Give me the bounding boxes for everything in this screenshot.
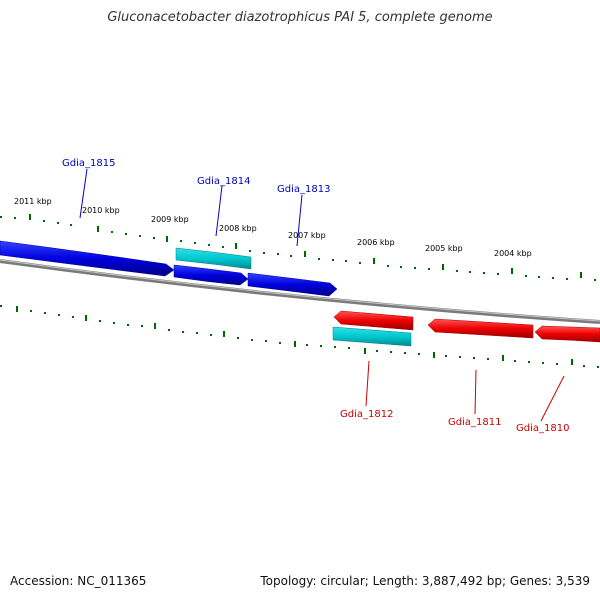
kbp-label: 2007 kbp (288, 231, 326, 240)
major-tick (223, 331, 225, 337)
kbp-label: 2008 kbp (219, 224, 257, 233)
leader-line-gdia-1815 (79, 168, 88, 219)
major-tick (304, 251, 306, 257)
kbp-label: 2010 kbp (82, 206, 120, 215)
major-tick (294, 341, 296, 347)
gene-label-gdia-1810[interactable]: Gdia_1810 (516, 423, 569, 434)
kbp-label: 2011 kbp (14, 197, 52, 206)
gene-label-gdia-1812[interactable]: Gdia_1812 (340, 409, 393, 420)
genome-backbone (0, 259, 600, 324)
accession-text: Accession: NC_011365 (10, 574, 147, 588)
major-tick (511, 268, 513, 274)
kbp-label: 2006 kbp (357, 238, 395, 247)
kbp-label: 2004 kbp (494, 249, 532, 258)
gene-label-gdia-1811[interactable]: Gdia_1811 (448, 417, 501, 428)
leader-line-gdia-1811 (474, 369, 477, 415)
kbp-label: 2005 kbp (425, 244, 463, 253)
kbp-label: 2009 kbp (151, 215, 189, 224)
major-tick (85, 315, 87, 321)
major-tick (235, 243, 237, 249)
leader-line-gdia-1814 (215, 185, 223, 237)
major-tick (154, 323, 156, 329)
gene-arrow-gdia-1810[interactable] (534, 325, 600, 343)
gene-label-gdia-1813[interactable]: Gdia_1813 (277, 184, 330, 195)
genome-title: Gluconacetobacter diazotrophicus PAI 5, … (107, 10, 493, 25)
cds-feature-gdia-1812[interactable] (332, 326, 412, 347)
major-tick (16, 306, 18, 312)
gene-arrow-gdia-1814[interactable] (173, 264, 249, 286)
major-tick (580, 272, 582, 278)
gene-arrow-gdia-1815[interactable] (0, 240, 175, 277)
upper-ruler (0, 214, 596, 281)
major-tick (364, 348, 366, 354)
major-tick (571, 359, 573, 365)
major-tick (29, 214, 31, 220)
major-tick (373, 258, 375, 264)
major-tick (166, 236, 168, 242)
major-tick (97, 226, 99, 232)
major-tick (433, 352, 435, 358)
leader-line-gdia-1810 (540, 375, 565, 422)
major-tick (502, 355, 504, 361)
gene-label-gdia-1815[interactable]: Gdia_1815 (62, 158, 115, 169)
leader-line-gdia-1812 (365, 360, 370, 407)
cds-feature-gdia-1814[interactable] (175, 247, 252, 270)
genome-summary-text: Topology: circular; Length: 3,887,492 bp… (260, 574, 590, 588)
gene-label-gdia-1814[interactable]: Gdia_1814 (197, 176, 250, 187)
gene-arrow-gdia-1811[interactable] (427, 318, 534, 339)
leader-line-gdia-1813 (296, 194, 303, 247)
major-tick (442, 264, 444, 270)
lower-ruler (0, 305, 599, 368)
gene-arrow-gdia-1812[interactable] (333, 310, 414, 331)
gene-arrow-gdia-1813[interactable] (247, 272, 338, 297)
